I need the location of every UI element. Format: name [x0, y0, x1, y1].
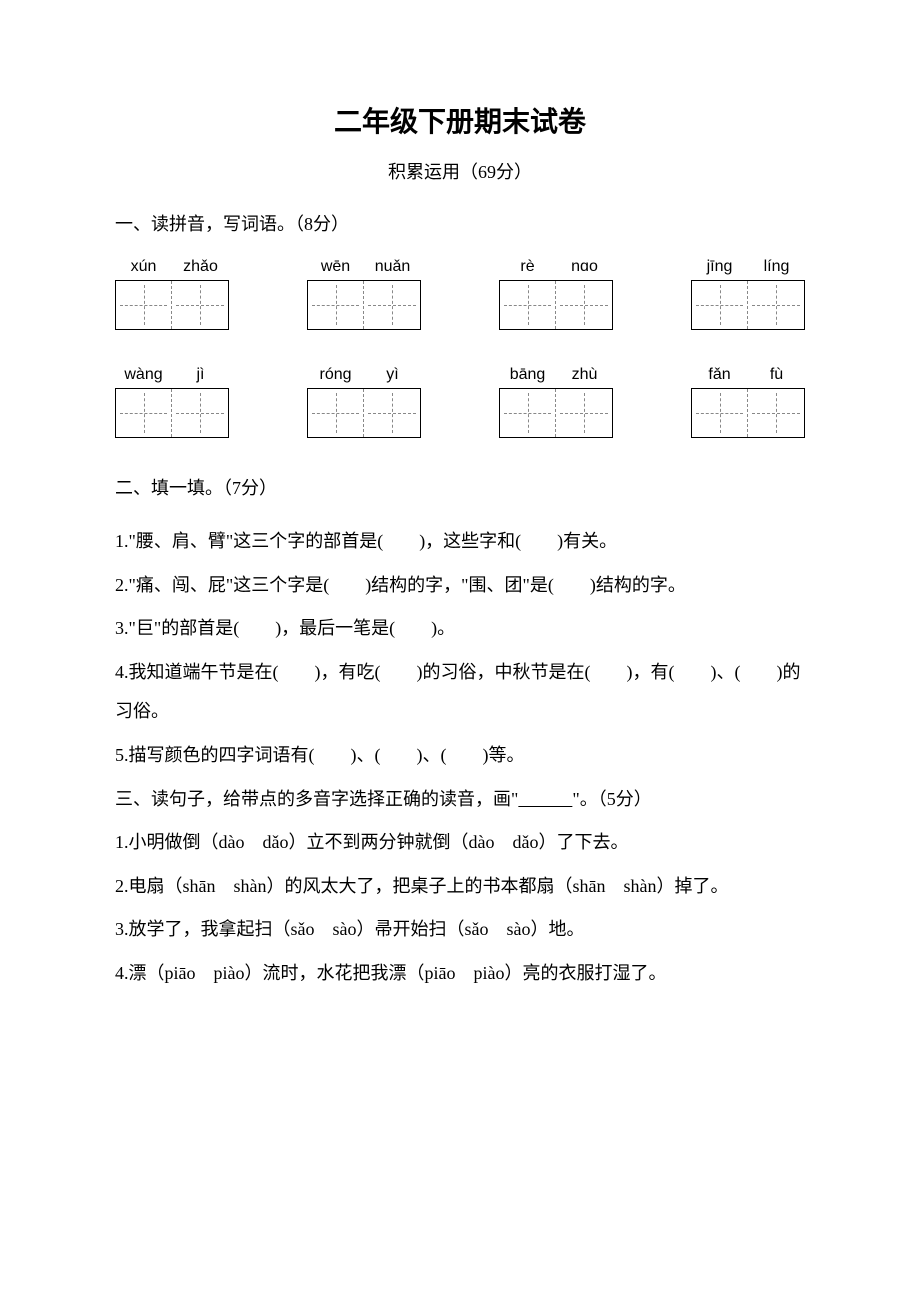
char-write-box[interactable]	[499, 388, 613, 438]
pinyin-item: jīnɡ línɡ	[691, 258, 805, 330]
char-cell[interactable]	[116, 281, 172, 329]
pinyin-syllable: fǎn	[691, 366, 748, 384]
pinyin-syllable: rè	[499, 258, 556, 276]
pinyin-syllable: wànɡ	[115, 366, 172, 384]
pinyin-text: jīnɡ línɡ	[691, 258, 805, 276]
char-write-box[interactable]	[499, 280, 613, 330]
pinyin-item: rónɡ yì	[307, 366, 421, 438]
question-3-3: 3.放学了，我拿起扫（sǎo sào）帚开始扫（sǎo sào）地。	[115, 910, 805, 950]
pinyin-syllable: fù	[748, 366, 805, 384]
char-cell[interactable]	[692, 281, 748, 329]
char-cell[interactable]	[556, 281, 612, 329]
pinyin-item: wēn nuǎn	[307, 258, 421, 330]
question-3-2: 2.电扇（shān shàn）的风太大了，把桌子上的书本都扇（shān shàn…	[115, 867, 805, 907]
pinyin-text: bānɡ zhù	[499, 366, 613, 384]
char-cell[interactable]	[116, 389, 172, 437]
char-cell[interactable]	[172, 281, 228, 329]
pinyin-syllable: jīnɡ	[691, 258, 748, 276]
pinyin-row-1: xún zhǎo wēn nuǎn rè nɑo jīnɡ línɡ	[115, 258, 805, 330]
page-title: 二年级下册期末试卷	[115, 100, 805, 140]
pinyin-text: wànɡ jì	[115, 366, 229, 384]
char-write-box[interactable]	[115, 388, 229, 438]
char-write-box[interactable]	[691, 388, 805, 438]
pinyin-text: fǎn fù	[691, 366, 805, 384]
pinyin-item: rè nɑo	[499, 258, 613, 330]
underline-blank	[518, 789, 572, 809]
char-cell[interactable]	[500, 281, 556, 329]
char-write-box[interactable]	[307, 388, 421, 438]
char-cell[interactable]	[748, 281, 804, 329]
char-cell[interactable]	[308, 389, 364, 437]
pinyin-syllable: xún	[115, 258, 172, 276]
char-cell[interactable]	[364, 389, 420, 437]
pinyin-syllable: nɑo	[556, 258, 613, 276]
pinyin-syllable: línɡ	[748, 258, 805, 276]
pinyin-syllable: jì	[172, 366, 229, 384]
pinyin-item: fǎn fù	[691, 366, 805, 438]
section-3-header-post: "。（5分）	[572, 789, 651, 809]
pinyin-syllable: zhǎo	[172, 258, 229, 276]
pinyin-text: rónɡ yì	[307, 366, 421, 384]
question-3-1: 1.小明做倒（dào dǎo）立不到两分钟就倒（dào dǎo）了下去。	[115, 823, 805, 863]
pinyin-item: bānɡ zhù	[499, 366, 613, 438]
pinyin-syllable: wēn	[307, 258, 364, 276]
pinyin-syllable: zhù	[556, 366, 613, 384]
question-2-4: 4.我知道端午节是在( )，有吃( )的习俗，中秋节是在( )，有( )、( )…	[115, 653, 805, 732]
page-subtitle: 积累运用（69分）	[115, 158, 805, 184]
pinyin-item: wànɡ jì	[115, 366, 229, 438]
question-3-4: 4.漂（piāo piào）流时，水花把我漂（piāo piào）亮的衣服打湿了…	[115, 954, 805, 994]
section-3-header-pre: 三、读句子，给带点的多音字选择正确的读音，画"	[115, 789, 518, 809]
char-cell[interactable]	[308, 281, 364, 329]
pinyin-item: xún zhǎo	[115, 258, 229, 330]
section-2-header: 二、填一填。（7分）	[115, 474, 805, 500]
question-2-2: 2."痛、闯、屁"这三个字是( )结构的字，"围、团"是( )结构的字。	[115, 566, 805, 606]
char-cell[interactable]	[364, 281, 420, 329]
pinyin-syllable: bānɡ	[499, 366, 556, 384]
pinyin-syllable: yì	[364, 366, 421, 384]
char-write-box[interactable]	[691, 280, 805, 330]
section-1-header: 一、读拼音，写词语。（8分）	[115, 210, 805, 236]
char-cell[interactable]	[500, 389, 556, 437]
char-cell[interactable]	[172, 389, 228, 437]
question-2-3: 3."巨"的部首是( )，最后一笔是( )。	[115, 609, 805, 649]
char-cell[interactable]	[748, 389, 804, 437]
char-write-box[interactable]	[115, 280, 229, 330]
pinyin-text: wēn nuǎn	[307, 258, 421, 276]
char-cell[interactable]	[692, 389, 748, 437]
pinyin-syllable: nuǎn	[364, 258, 421, 276]
char-write-box[interactable]	[307, 280, 421, 330]
pinyin-row-2: wànɡ jì rónɡ yì bānɡ zhù fǎn fù	[115, 366, 805, 438]
pinyin-text: rè nɑo	[499, 258, 613, 276]
question-2-1: 1."腰、肩、臂"这三个字的部首是( )，这些字和( )有关。	[115, 522, 805, 562]
char-cell[interactable]	[556, 389, 612, 437]
pinyin-syllable: rónɡ	[307, 366, 364, 384]
question-2-5: 5.描写颜色的四字词语有( )、( )、( )等。	[115, 736, 805, 776]
pinyin-text: xún zhǎo	[115, 258, 229, 276]
section-3-header: 三、读句子，给带点的多音字选择正确的读音，画" "。（5分）	[115, 780, 805, 820]
